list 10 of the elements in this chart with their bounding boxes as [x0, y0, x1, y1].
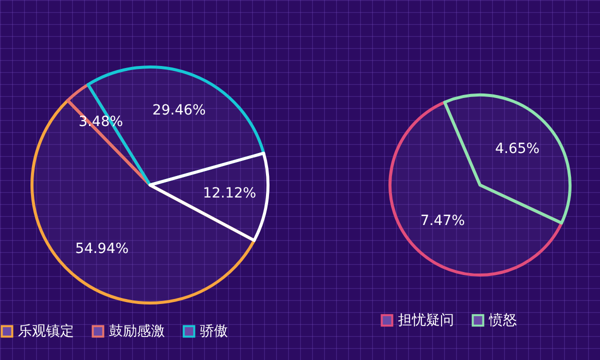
data-label: 4.65% [495, 140, 540, 157]
legend-label: 愤怒 [488, 312, 517, 328]
data-label: 12.12% [202, 186, 256, 202]
data-label: 7.47% [420, 213, 465, 230]
legend-label: 乐观镇定 [18, 323, 74, 340]
legend-label: 担忧疑问 [398, 312, 454, 328]
data-label: 29.46% [152, 102, 206, 118]
data-label: 54.94% [75, 240, 129, 257]
legend-label: 鼓励感激 [109, 323, 165, 340]
legend-label: 骄傲 [200, 323, 228, 340]
